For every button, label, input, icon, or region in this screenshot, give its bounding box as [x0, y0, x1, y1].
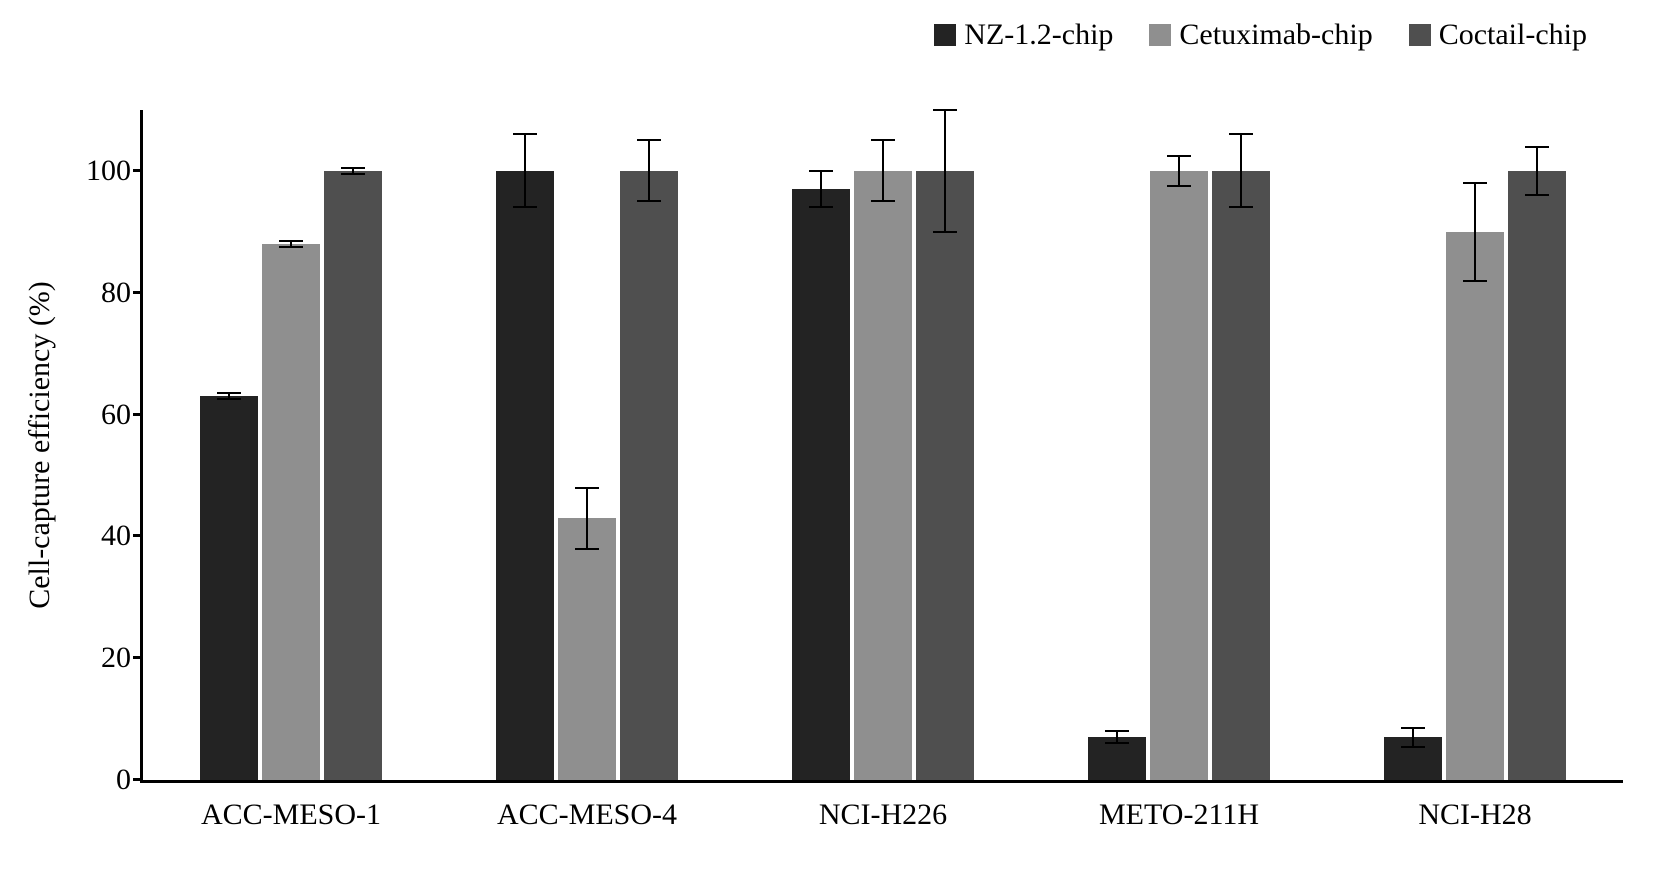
bar	[1446, 232, 1504, 780]
error-bar	[1178, 156, 1180, 186]
bar	[1088, 737, 1146, 780]
error-bar	[882, 140, 884, 201]
error-bar	[586, 488, 588, 549]
y-tick-mark	[133, 656, 143, 659]
error-cap-icon	[1105, 730, 1129, 732]
bar	[200, 396, 258, 780]
error-bar	[1474, 183, 1476, 280]
error-bar	[944, 110, 946, 232]
bar-group: NCI-H226	[735, 110, 1031, 780]
bar-group: NCI-H28	[1327, 110, 1623, 780]
y-tick-label: 20	[71, 641, 131, 675]
bar	[854, 171, 912, 780]
error-cap-icon	[809, 170, 833, 172]
error-cap-icon	[1401, 727, 1425, 729]
error-cap-icon	[1105, 742, 1129, 744]
error-bar	[1536, 147, 1538, 196]
legend: NZ-1.2-chip Cetuximab-chip Coctail-chip	[934, 18, 1587, 52]
legend-label: Cetuximab-chip	[1179, 18, 1372, 52]
error-cap-icon	[575, 487, 599, 489]
error-bar	[1240, 134, 1242, 207]
bar	[1212, 171, 1270, 780]
error-cap-icon	[279, 240, 303, 242]
bar	[1384, 737, 1442, 780]
plot-area: 020406080100 ACC-MESO-1ACC-MESO-4NCI-H22…	[140, 110, 1623, 783]
x-tick-label: ACC-MESO-4	[439, 780, 735, 832]
error-cap-icon	[279, 246, 303, 248]
bar	[262, 244, 320, 780]
error-cap-icon	[1463, 280, 1487, 282]
y-tick-mark	[133, 778, 143, 781]
bar	[620, 171, 678, 780]
error-cap-icon	[871, 200, 895, 202]
error-cap-icon	[1167, 155, 1191, 157]
error-cap-icon	[217, 398, 241, 400]
error-cap-icon	[809, 206, 833, 208]
y-tick-label: 60	[71, 398, 131, 432]
error-cap-icon	[1229, 133, 1253, 135]
error-cap-icon	[575, 548, 599, 550]
error-cap-icon	[933, 109, 957, 111]
y-tick-label: 80	[71, 276, 131, 310]
y-tick-label: 0	[71, 763, 131, 797]
y-tick-mark	[133, 534, 143, 537]
error-cap-icon	[1463, 182, 1487, 184]
error-cap-icon	[1167, 185, 1191, 187]
error-cap-icon	[1229, 206, 1253, 208]
error-cap-icon	[217, 392, 241, 394]
error-bar	[1412, 728, 1414, 746]
bar	[558, 518, 616, 780]
error-bar	[648, 140, 650, 201]
error-cap-icon	[1525, 146, 1549, 148]
bar	[496, 171, 554, 780]
legend-item: NZ-1.2-chip	[934, 18, 1113, 52]
legend-label: Coctail-chip	[1439, 18, 1587, 52]
legend-label: NZ-1.2-chip	[964, 18, 1113, 52]
legend-item: Coctail-chip	[1409, 18, 1587, 52]
bar	[1508, 171, 1566, 780]
x-tick-label: NCI-H28	[1327, 780, 1623, 832]
y-tick-label: 100	[71, 154, 131, 188]
error-cap-icon	[1401, 746, 1425, 748]
legend-swatch-icon	[934, 24, 956, 46]
bar	[916, 171, 974, 780]
legend-item: Cetuximab-chip	[1149, 18, 1372, 52]
bar-group: ACC-MESO-1	[143, 110, 439, 780]
y-axis-label: Cell-capture efficiency (%)	[20, 110, 60, 780]
bar-groups: ACC-MESO-1ACC-MESO-4NCI-H226METO-211HNCI…	[143, 110, 1623, 780]
error-cap-icon	[637, 200, 661, 202]
error-cap-icon	[513, 206, 537, 208]
legend-swatch-icon	[1409, 24, 1431, 46]
x-tick-label: NCI-H226	[735, 780, 1031, 832]
bar-group: ACC-MESO-4	[439, 110, 735, 780]
chart-page: NZ-1.2-chip Cetuximab-chip Coctail-chip …	[0, 0, 1677, 891]
y-tick-mark	[133, 291, 143, 294]
legend-swatch-icon	[1149, 24, 1171, 46]
error-bar	[820, 171, 822, 208]
x-tick-label: METO-211H	[1031, 780, 1327, 832]
error-cap-icon	[1525, 194, 1549, 196]
error-cap-icon	[871, 139, 895, 141]
y-tick-label: 40	[71, 519, 131, 553]
error-cap-icon	[637, 139, 661, 141]
y-axis-label-text: Cell-capture efficiency (%)	[23, 281, 57, 609]
x-tick-label: ACC-MESO-1	[143, 780, 439, 832]
bar-group: METO-211H	[1031, 110, 1327, 780]
error-cap-icon	[341, 173, 365, 175]
bar	[324, 171, 382, 780]
error-cap-icon	[933, 231, 957, 233]
y-tick-mark	[133, 413, 143, 416]
bar	[792, 189, 850, 780]
error-cap-icon	[341, 167, 365, 169]
y-tick-mark	[133, 169, 143, 172]
bar	[1150, 171, 1208, 780]
error-bar	[524, 134, 526, 207]
error-cap-icon	[513, 133, 537, 135]
